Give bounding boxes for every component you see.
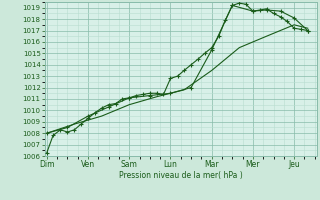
X-axis label: Pression niveau de la mer( hPa ): Pression niveau de la mer( hPa ) xyxy=(119,171,243,180)
